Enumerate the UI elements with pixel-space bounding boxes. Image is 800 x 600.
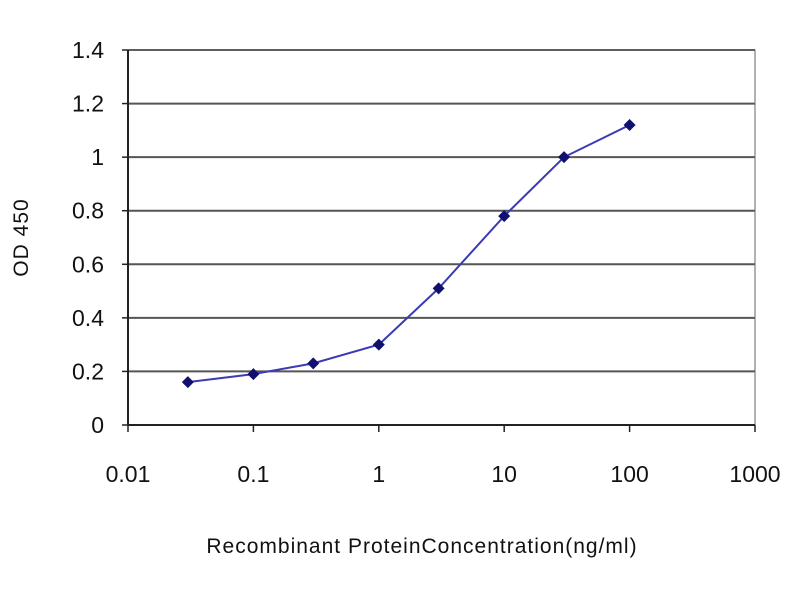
y-tick-label: 1.2 <box>72 91 104 117</box>
x-tick-label: 1000 <box>729 461 780 487</box>
data-point <box>372 338 385 351</box>
data-point <box>247 368 260 381</box>
data-point <box>558 151 571 164</box>
series-line <box>187 124 631 384</box>
y-tick-labels: 0 0.2 0.4 0.6 0.8 1 1.2 1.4 <box>72 37 104 438</box>
y-tick-label: 0.6 <box>72 251 104 277</box>
y-tick-label: 0.4 <box>72 305 104 331</box>
y-tick-label: 0.2 <box>72 358 104 384</box>
data-point <box>307 357 320 370</box>
y-tick-label: 1.4 <box>72 37 104 63</box>
x-tick-label: 0.01 <box>106 461 151 487</box>
y-tick-label: 1 <box>91 144 104 170</box>
data-point <box>432 282 445 295</box>
axes <box>122 49 756 432</box>
data-point <box>181 376 194 389</box>
y-tick-label: 0 <box>91 412 104 438</box>
y-tick-label: 0.8 <box>72 198 104 224</box>
data-point <box>623 119 636 131</box>
series <box>181 119 636 389</box>
gridlines <box>128 49 755 373</box>
x-tick-labels: 0.01 0.1 1 10 100 1000 <box>106 461 781 487</box>
x-tick-label: 100 <box>610 461 648 487</box>
x-tick-label: 10 <box>491 461 517 487</box>
data-point <box>498 210 511 223</box>
y-axis-label: OD 450 <box>10 198 33 276</box>
plot-border <box>128 49 756 425</box>
x-tick-label: 1 <box>372 461 385 487</box>
x-axis-label: Recombinant ProteinConcentration(ng/ml) <box>206 535 637 558</box>
x-tick-label: 0.1 <box>237 461 269 487</box>
